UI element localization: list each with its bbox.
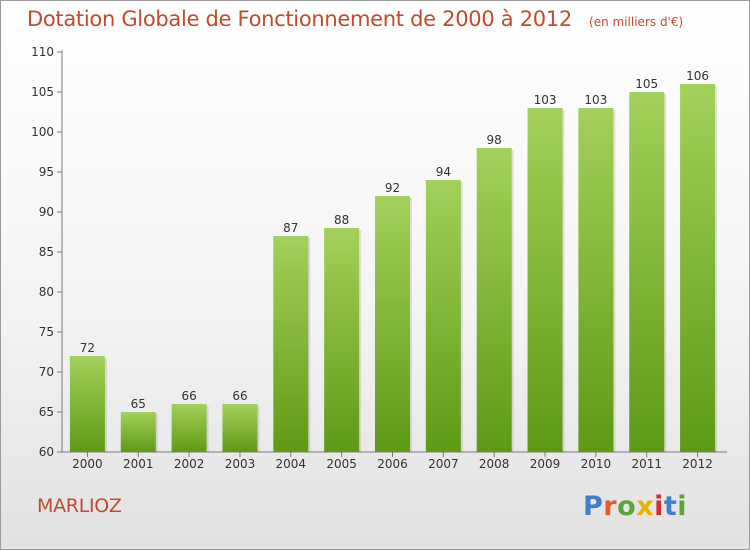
x-tick-label: 2000	[72, 457, 103, 471]
x-tick-label: 2006	[377, 457, 408, 471]
logo-letter: i	[654, 491, 664, 522]
logo-letter: x	[636, 491, 655, 522]
logo-letter: o	[617, 491, 637, 522]
y-tick-label: 100	[31, 125, 54, 139]
bar-2000	[69, 356, 105, 452]
x-tick-label: 2005	[326, 457, 357, 471]
chart-title: Dotation Globale de Fonctionnement de 20…	[27, 7, 572, 31]
y-tick-label: 85	[39, 245, 54, 259]
x-tick-label: 2010	[581, 457, 612, 471]
bar-2010	[578, 108, 614, 452]
bar-2003	[222, 404, 258, 452]
title-row: Dotation Globale de Fonctionnement de 20…	[27, 7, 683, 31]
x-tick-label: 2001	[123, 457, 154, 471]
value-label: 106	[686, 69, 709, 83]
x-tick-label: 2008	[479, 457, 510, 471]
value-label: 98	[487, 133, 502, 147]
value-label: 94	[436, 165, 451, 179]
bar-2001	[120, 412, 156, 452]
proxiti-logo[interactable]: Proxiti	[583, 491, 687, 522]
bar-2007	[425, 180, 461, 452]
bar-2009	[527, 108, 563, 452]
value-label: 65	[131, 397, 146, 411]
x-tick-label: 2009	[530, 457, 561, 471]
logo-letter: P	[583, 491, 604, 522]
value-label: 92	[385, 181, 400, 195]
x-tick-label: 2011	[631, 457, 662, 471]
chart-unit: (en milliers d'€)	[589, 15, 684, 29]
y-tick-label: 105	[31, 85, 54, 99]
y-tick-label: 60	[39, 445, 54, 459]
bar-2006	[375, 196, 410, 452]
value-label: 72	[80, 341, 95, 355]
x-tick-label: 2002	[174, 457, 205, 471]
bar-2012	[680, 84, 716, 452]
y-tick-label: 65	[39, 405, 54, 419]
x-tick-label: 2003	[225, 457, 256, 471]
commune-name: MARLIOZ	[37, 495, 122, 517]
value-label: 103	[584, 93, 607, 107]
value-label: 66	[232, 389, 247, 403]
value-label: 105	[635, 77, 658, 91]
bar-2002	[171, 404, 207, 452]
value-label: 88	[334, 213, 349, 227]
logo-letter: i	[677, 491, 688, 522]
bar-2004	[273, 236, 309, 452]
y-tick-label: 110	[31, 45, 54, 59]
y-tick-label: 90	[39, 205, 54, 219]
bar-2008	[476, 148, 512, 452]
y-tick-label: 70	[39, 365, 54, 379]
bar-2011	[629, 92, 665, 452]
x-tick-label: 2007	[428, 457, 459, 471]
value-label: 87	[283, 221, 298, 235]
logo-letter: r	[603, 491, 618, 522]
bar-2005	[324, 228, 360, 452]
y-tick-label: 95	[39, 165, 54, 179]
y-tick-label: 80	[39, 285, 54, 299]
value-label: 66	[181, 389, 196, 403]
value-label: 103	[534, 93, 557, 107]
logo-letter: t	[663, 491, 678, 522]
x-tick-label: 2012	[682, 457, 713, 471]
y-tick-label: 75	[39, 325, 54, 339]
x-tick-label: 2004	[276, 457, 307, 471]
